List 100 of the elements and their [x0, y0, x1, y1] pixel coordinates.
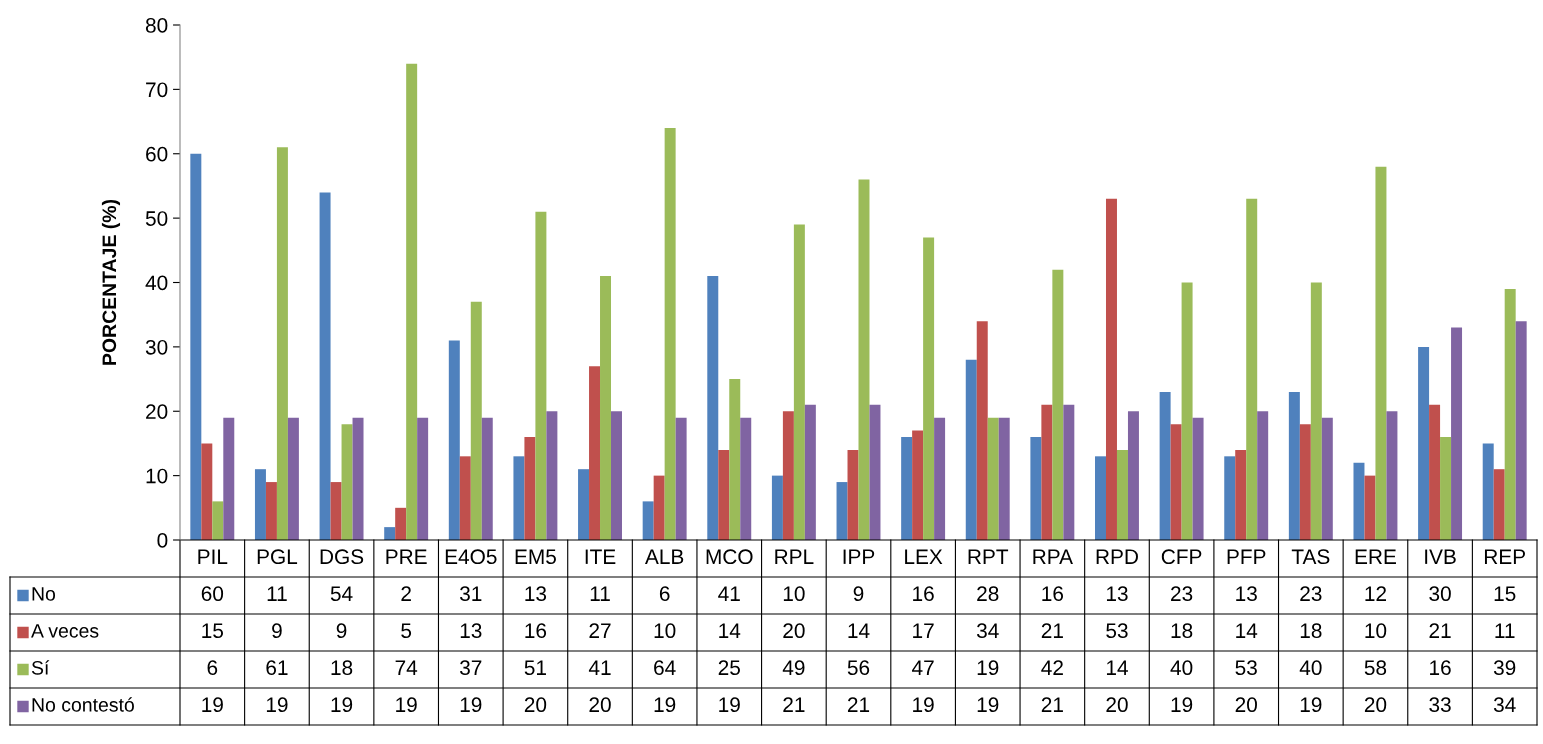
- data-label: 53: [1106, 623, 1128, 639]
- bar: [1504, 288, 1516, 540]
- bar: [1451, 327, 1463, 540]
- data-label: 49: [782, 660, 805, 676]
- bar: [804, 404, 816, 540]
- x-tick-label: RPT: [968, 549, 1009, 564]
- data-label: 19: [719, 697, 740, 713]
- data-label: 19: [331, 697, 353, 713]
- bar: [470, 301, 482, 540]
- data-label: 56: [847, 660, 870, 676]
- data-label: 19: [460, 697, 482, 713]
- bar: [998, 417, 1010, 540]
- data-label: 17: [913, 623, 934, 638]
- data-label: 34: [976, 623, 999, 639]
- bar: [276, 147, 288, 540]
- data-label: 30: [1429, 586, 1451, 602]
- x-tick-label: RPL: [775, 549, 814, 564]
- y-tick-label: 20: [146, 404, 168, 419]
- bar: [265, 482, 277, 540]
- x-tick-label: RPD: [1096, 549, 1138, 564]
- bar: [1235, 449, 1247, 540]
- bar: [1429, 404, 1441, 540]
- data-label: 18: [1300, 623, 1322, 639]
- bar: [254, 469, 266, 540]
- bar: [190, 153, 202, 540]
- bar: [223, 417, 235, 540]
- bar: [589, 366, 601, 540]
- bar: [675, 417, 687, 540]
- bar: [987, 417, 999, 540]
- data-label: 13: [460, 623, 482, 639]
- data-label: 19: [913, 697, 934, 713]
- bar: [847, 449, 859, 540]
- bar: [869, 404, 881, 540]
- y-tick-label: 30: [145, 339, 168, 355]
- data-label: 28: [977, 586, 999, 602]
- data-label: 54: [330, 586, 353, 602]
- x-tick-label: EM5: [515, 549, 556, 565]
- data-label: 6: [659, 586, 670, 602]
- bar: [1386, 411, 1398, 540]
- data-label: 5: [401, 623, 412, 639]
- data-label: 21: [783, 697, 805, 712]
- x-tick-label: ERE: [1355, 549, 1396, 564]
- data-label: 19: [396, 697, 417, 713]
- bar: [740, 417, 752, 540]
- bar: [771, 475, 783, 540]
- bar: [459, 456, 471, 540]
- bar: [1321, 417, 1333, 540]
- data-label: 25: [718, 660, 740, 676]
- x-tick-label: DGS: [320, 549, 364, 565]
- x-tick-label: REP: [1484, 549, 1526, 564]
- legend-label: No: [32, 587, 56, 601]
- bar: [1052, 269, 1064, 540]
- bar: [965, 359, 977, 540]
- data-label: 47: [912, 660, 934, 675]
- data-label: 13: [1236, 586, 1257, 602]
- bar: [1493, 469, 1505, 540]
- bar: [1418, 346, 1430, 540]
- data-label: 16: [1430, 660, 1451, 676]
- bar: [653, 475, 665, 540]
- data-label: 27: [589, 623, 611, 638]
- bar: [1181, 282, 1193, 540]
- x-tick-label: CFP: [1161, 549, 1202, 565]
- bar: [1170, 424, 1182, 540]
- data-label: 19: [654, 697, 676, 713]
- x-tick-label: PRE: [386, 549, 427, 564]
- bar: [481, 417, 493, 540]
- data-label: 10: [654, 623, 676, 639]
- bar: [352, 417, 364, 540]
- data-label: 40: [1299, 660, 1322, 676]
- data-label: 60: [201, 586, 224, 602]
- data-label: 31: [459, 586, 482, 602]
- bar: [448, 340, 460, 540]
- y-axis-title: PORCENTAJE (%): [101, 199, 121, 365]
- bar: [1515, 321, 1527, 540]
- y-tick-label: 0: [157, 533, 168, 548]
- data-label: 20: [1235, 697, 1257, 713]
- data-label: 9: [272, 623, 282, 639]
- legend-label: No contestó: [32, 697, 134, 712]
- bar: [1116, 449, 1128, 540]
- data-label: 21: [1429, 623, 1451, 638]
- bar: [912, 430, 924, 540]
- bar: [1127, 411, 1139, 540]
- data-label: 37: [459, 660, 482, 676]
- x-tick-label: MCO: [706, 549, 753, 565]
- bar: [976, 321, 988, 540]
- x-tick-label: IPP: [843, 549, 875, 564]
- data-label: 14: [1106, 660, 1128, 675]
- bar: [901, 437, 913, 540]
- data-label: 20: [589, 697, 611, 713]
- bar: [1192, 417, 1204, 540]
- bar: [513, 456, 525, 540]
- data-label: 53: [1235, 660, 1257, 676]
- bar: [417, 417, 429, 540]
- data-label: 11: [267, 586, 287, 601]
- data-label: 11: [590, 586, 610, 601]
- bar: [1375, 166, 1387, 540]
- data-label: 74: [395, 660, 418, 675]
- data-label: 34: [1493, 697, 1516, 713]
- bar: [201, 443, 213, 540]
- data-label: 20: [783, 623, 805, 639]
